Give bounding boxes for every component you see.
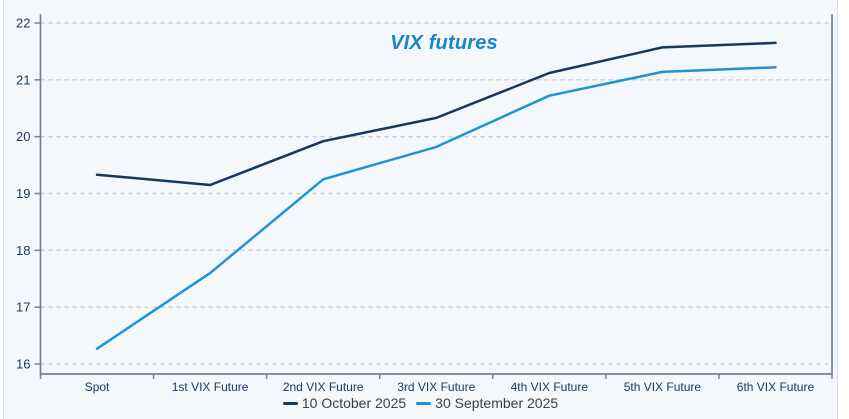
vix-futures-line-chart: 16 17 18 19 20 21 22 Spot 1st VIX Future 2nd VIX …: [16, 14, 833, 394]
legend-item-30-september-2025[interactable]: 30 September 2025: [416, 395, 558, 411]
x-category-label: 4th VIX Future: [511, 380, 589, 394]
legend-marker-icon: [416, 401, 432, 405]
y-tick-label: 18: [16, 243, 30, 258]
legend-label: 30 September 2025: [435, 395, 559, 411]
series-line-30-september-2025[interactable]: [95, 66, 777, 350]
legend-marker-icon: [282, 401, 298, 405]
x-category-label: 5th VIX Future: [624, 380, 702, 394]
y-tick-label: 17: [16, 300, 30, 315]
y-tick-label: 20: [16, 129, 30, 144]
legend-label: 10 October 2025: [301, 395, 407, 411]
chart-title: VIX futures: [390, 32, 498, 54]
series-line-10-october-2025[interactable]: [95, 41, 777, 187]
x-category-label: 6th VIX Future: [737, 380, 815, 394]
y-tick-label: 22: [16, 16, 30, 31]
x-category-label: 2nd VIX Future: [283, 380, 364, 394]
x-category-label: Spot: [85, 380, 110, 394]
chart-card: VIX futures 16 17 18 19 20 21 22 Spot 1st VIX Fu…: [3, 0, 838, 419]
y-tick-label: 21: [16, 72, 30, 87]
y-tick-label: 16: [16, 357, 30, 372]
chart-legend: 10 October 2025 30 September 2025: [4, 395, 837, 411]
y-tick-label: 19: [16, 186, 30, 201]
legend-item-10-october-2025[interactable]: 10 October 2025: [282, 395, 407, 411]
x-category-label: 1st VIX Future: [172, 380, 249, 394]
x-category-label: 3rd VIX Future: [397, 380, 475, 394]
